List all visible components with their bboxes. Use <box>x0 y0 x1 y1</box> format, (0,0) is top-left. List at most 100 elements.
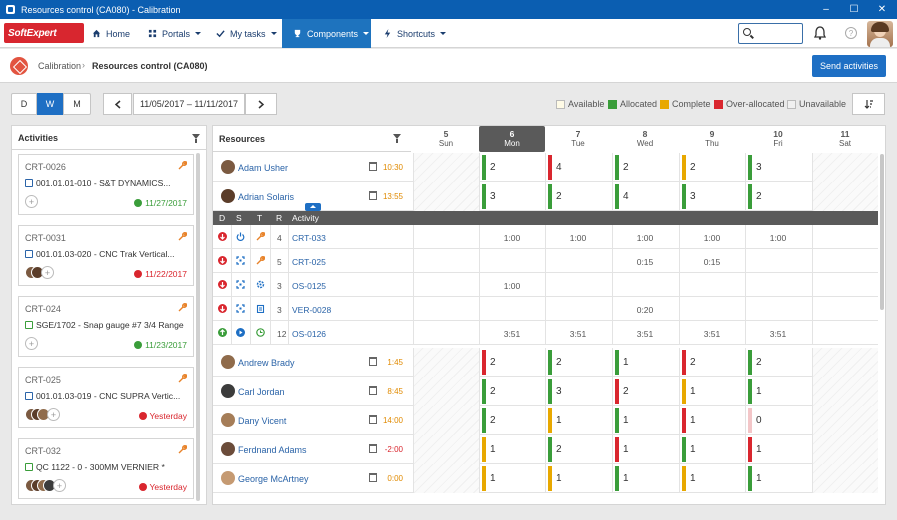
activity-link[interactable]: OS-0126 <box>292 329 327 339</box>
activity-link[interactable]: OS-0125 <box>292 281 327 291</box>
calendar-icon[interactable] <box>369 162 377 171</box>
clock-icon[interactable] <box>256 328 265 337</box>
allocation-cell[interactable]: 1 <box>612 348 678 377</box>
resource-row[interactable]: Andrew Brady 1:45 2 2 1 2 2 <box>213 348 878 377</box>
close-button[interactable]: ✕ <box>877 4 887 15</box>
date-range-display[interactable]: 11/05/2017 – 11/11/2017 <box>133 93 245 115</box>
resource-row[interactable]: Dany Vicent 14:00 2 1 1 1 0 <box>213 406 878 435</box>
view-week-button[interactable]: W <box>37 93 63 115</box>
calendar-icon[interactable] <box>369 191 377 200</box>
breadcrumb-parent[interactable]: Calibration <box>38 61 82 71</box>
send-activities-button[interactable]: Send activities <box>812 55 886 77</box>
activity-card[interactable]: CRT-032 QC 1122 - 0 - 300MM VERNIER * + Yes… <box>18 438 194 499</box>
unavailable-cell[interactable] <box>413 464 479 493</box>
activity-card[interactable]: CRT-024 SGE/1702 - Snap gauge #7 3/4 Rang… <box>18 296 194 357</box>
day-header[interactable]: 9 Thu <box>679 126 745 152</box>
activities-scrollbar[interactable] <box>196 153 200 501</box>
unavailable-cell[interactable] <box>413 406 479 435</box>
wrench-icon[interactable] <box>256 256 266 265</box>
day-header[interactable]: 11 Sat <box>812 126 878 152</box>
allocation-cell[interactable]: 2 <box>612 153 678 182</box>
play-icon[interactable] <box>236 328 245 337</box>
allocation-cell[interactable]: 1 <box>612 406 678 435</box>
allocation-cell[interactable]: 4 <box>545 153 611 182</box>
view-month-button[interactable]: M <box>63 93 91 115</box>
nav-components[interactable]: Components <box>282 19 371 48</box>
calendar-icon[interactable] <box>369 473 377 482</box>
allocation-cell[interactable]: 1 <box>745 435 811 464</box>
gear-icon[interactable] <box>256 280 265 289</box>
resource-row[interactable]: Carl Jordan 8:45 2 3 2 1 1 <box>213 377 878 406</box>
user-avatar[interactable] <box>867 21 893 47</box>
allocation-cell[interactable]: 2 <box>479 406 545 435</box>
allocation-cell[interactable]: 1 <box>745 464 811 493</box>
allocation-cell[interactable]: 2 <box>612 377 678 406</box>
unavailable-cell[interactable] <box>812 464 878 493</box>
maximize-button[interactable]: ☐ <box>849 4 859 15</box>
unavailable-cell[interactable] <box>413 348 479 377</box>
activity-card[interactable]: CRT-025 001.01.03-019 - CNC SUPRA Vertic.… <box>18 367 194 428</box>
unavailable-cell[interactable] <box>812 348 878 377</box>
unavailable-cell[interactable] <box>413 377 479 406</box>
allocation-cell[interactable]: 1 <box>679 406 745 435</box>
add-assignee-button[interactable]: + <box>41 266 54 279</box>
minimize-button[interactable]: – <box>823 4 829 15</box>
add-assignee-button[interactable]: + <box>47 408 60 421</box>
sort-button[interactable] <box>852 93 885 115</box>
resource-row[interactable]: Adam Usher 10:30 2 4 2 2 3 <box>213 153 878 182</box>
allocation-cell[interactable]: 4 <box>612 182 678 211</box>
unavailable-cell[interactable] <box>812 377 878 406</box>
grid-scrollbar[interactable] <box>880 154 884 310</box>
expand-icon[interactable] <box>236 304 245 313</box>
day-header[interactable]: 5 Sun <box>413 126 479 152</box>
allocation-cell[interactable]: 2 <box>545 348 611 377</box>
allocation-cell[interactable]: 3 <box>679 182 745 211</box>
softexpert-logo[interactable]: SoftExpert <box>4 23 84 43</box>
resource-row[interactable]: George McArtney 0:00 1 1 1 1 1 <box>213 464 878 493</box>
day-header[interactable]: 6 Mon <box>479 126 545 152</box>
allocation-cell[interactable]: 1 <box>545 464 611 493</box>
activity-card[interactable]: CRT-0026 001.01.01-010 - S&T DYNAMICS... +… <box>18 154 194 215</box>
resource-name[interactable]: George McArtney <box>238 474 309 484</box>
calendar-icon[interactable] <box>369 386 377 395</box>
allocation-cell[interactable]: 2 <box>545 435 611 464</box>
allocation-cell[interactable]: 1 <box>679 464 745 493</box>
unavailable-cell[interactable] <box>812 182 878 211</box>
allocation-cell[interactable]: 3 <box>545 377 611 406</box>
filter-icon[interactable] <box>192 134 200 143</box>
resource-name[interactable]: Andrew Brady <box>238 358 295 368</box>
allocation-cell[interactable]: 3 <box>745 153 811 182</box>
bell-icon[interactable] <box>814 26 826 40</box>
unavailable-cell[interactable] <box>413 182 479 211</box>
unavailable-cell[interactable] <box>413 435 479 464</box>
allocation-cell[interactable]: 3 <box>479 182 545 211</box>
expand-icon[interactable] <box>236 256 245 265</box>
resource-name[interactable]: Adrian Solaris <box>238 192 295 202</box>
power-icon[interactable] <box>236 232 245 241</box>
collapse-button[interactable] <box>305 203 321 211</box>
resource-row[interactable]: Ferdnand Adams -2:00 1 2 1 1 1 <box>213 435 878 464</box>
allocation-cell[interactable]: 2 <box>679 348 745 377</box>
previous-week-button[interactable] <box>103 93 132 115</box>
unavailable-cell[interactable] <box>812 153 878 182</box>
activity-link[interactable]: CRT-033 <box>292 233 326 243</box>
help-icon[interactable]: ? <box>845 27 857 39</box>
allocation-cell[interactable]: 1 <box>612 464 678 493</box>
wrench-icon[interactable] <box>256 232 266 241</box>
resource-name[interactable]: Carl Jordan <box>238 387 285 397</box>
allocation-cell[interactable]: 2 <box>745 182 811 211</box>
nav-portals[interactable]: Portals <box>148 19 202 48</box>
day-header[interactable]: 7 Tue <box>545 126 611 152</box>
day-header[interactable]: 10 Fri <box>745 126 811 152</box>
allocation-cell[interactable]: 1 <box>612 435 678 464</box>
add-assignee-button[interactable]: + <box>53 479 66 492</box>
calendar-icon[interactable] <box>369 444 377 453</box>
calendar-icon[interactable] <box>369 415 377 424</box>
unavailable-cell[interactable] <box>413 153 479 182</box>
filter-icon[interactable] <box>393 134 401 143</box>
nav-my-tasks[interactable]: My tasks <box>216 19 277 48</box>
calendar-icon[interactable] <box>369 357 377 366</box>
search-input[interactable] <box>738 23 803 44</box>
allocation-cell[interactable]: 2 <box>479 377 545 406</box>
next-week-button[interactable] <box>245 93 277 115</box>
